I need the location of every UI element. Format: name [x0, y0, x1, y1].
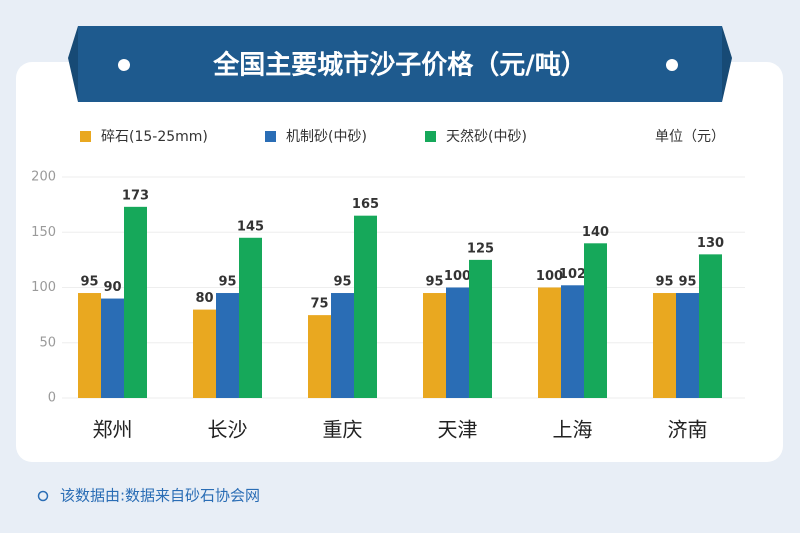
value-label: 95 [655, 275, 673, 290]
value-label: 95 [678, 275, 696, 290]
bar [699, 254, 722, 398]
x-tick-label: 上海 [553, 418, 593, 442]
bar [469, 259, 492, 398]
value-label: 173 [122, 188, 149, 203]
x-tick-label: 济南 [668, 418, 708, 442]
value-label: 95 [425, 275, 443, 290]
value-label: 145 [237, 219, 264, 234]
y-tick-label: 100 [31, 280, 56, 295]
value-label: 80 [195, 291, 213, 306]
x-tick-label: 长沙 [208, 418, 248, 442]
bar [653, 293, 676, 398]
bar [561, 285, 584, 398]
bar [193, 309, 216, 398]
value-label: 165 [352, 197, 379, 212]
legend-swatch [80, 131, 91, 142]
value-label: 75 [310, 297, 328, 312]
x-tick-label: 郑州 [93, 418, 133, 442]
bar [446, 287, 469, 398]
bar [584, 243, 607, 398]
value-label: 90 [103, 280, 121, 295]
value-label: 95 [80, 275, 98, 290]
value-label: 125 [467, 241, 494, 256]
value-label: 95 [333, 275, 351, 290]
value-label: 100 [536, 269, 563, 284]
x-tick-label: 天津 [438, 418, 478, 442]
legend-label: 天然砂(中砂) [446, 128, 527, 145]
x-tick-label: 重庆 [323, 418, 363, 442]
unit-label: 单位（元） [655, 129, 725, 145]
legend-swatch [425, 131, 436, 142]
bar [101, 298, 124, 398]
legend-label: 碎石(15-25mm) [101, 129, 208, 145]
y-tick-label: 200 [31, 170, 56, 185]
y-tick-label: 0 [48, 391, 56, 406]
banner-dot [118, 59, 130, 71]
bar [216, 293, 239, 398]
legend-swatch [265, 131, 276, 142]
chart-title: 全国主要城市沙子价格（元/吨） [212, 50, 587, 81]
banner-dot [666, 59, 678, 71]
bar [124, 206, 147, 398]
bar [308, 315, 331, 398]
bar [239, 237, 262, 398]
source-note: 该数据由:数据来自砂石协会网 [60, 487, 260, 505]
bar [331, 293, 354, 398]
y-tick-label: 50 [39, 335, 56, 350]
y-tick-label: 150 [31, 225, 56, 240]
value-label: 95 [218, 275, 236, 290]
banner-flap [68, 26, 78, 102]
bullet [37, 490, 49, 502]
bar [78, 293, 101, 398]
value-label: 140 [582, 225, 609, 240]
bar [676, 293, 699, 398]
bar [423, 293, 446, 398]
value-label: 130 [697, 236, 724, 251]
legend-label: 机制砂(中砂) [286, 129, 367, 145]
value-label: 100 [444, 269, 471, 284]
bar [354, 215, 377, 398]
bar [538, 287, 561, 398]
value-label: 102 [559, 267, 586, 282]
banner [78, 26, 722, 102]
banner-flap [722, 26, 732, 102]
